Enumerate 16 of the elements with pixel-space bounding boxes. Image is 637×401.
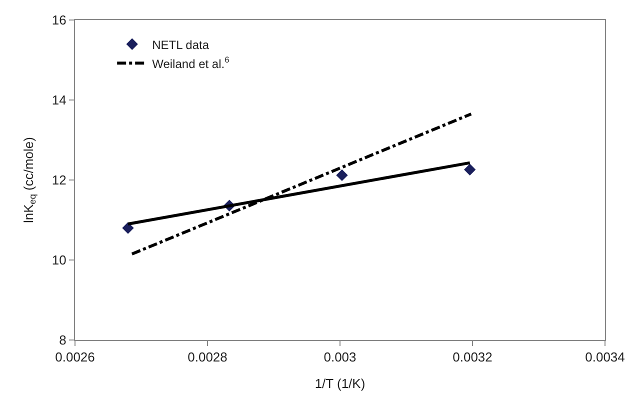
y-tick-label: 8 xyxy=(59,332,66,348)
x-axis-title: 1/T (1/K) xyxy=(314,376,366,392)
x-tick-label: 0.0028 xyxy=(188,350,228,365)
point xyxy=(122,222,134,234)
y-tick-label: 10 xyxy=(52,252,66,268)
y-tick-label: 14 xyxy=(52,92,66,108)
y-tick-label: 16 xyxy=(52,12,66,28)
x-tick-label: 0.0034 xyxy=(585,350,625,365)
x-tick-label: 0.0032 xyxy=(452,350,492,365)
legend-label: Weiland et al.$^{6}$ xyxy=(152,54,230,71)
x-tick-label: 0.003 xyxy=(324,350,356,365)
point xyxy=(336,169,348,182)
point xyxy=(464,164,476,176)
x-tick-label: 0.0026 xyxy=(55,350,95,365)
y-tick-label: 12 xyxy=(52,172,66,188)
legend-label: NETL data xyxy=(152,38,210,52)
